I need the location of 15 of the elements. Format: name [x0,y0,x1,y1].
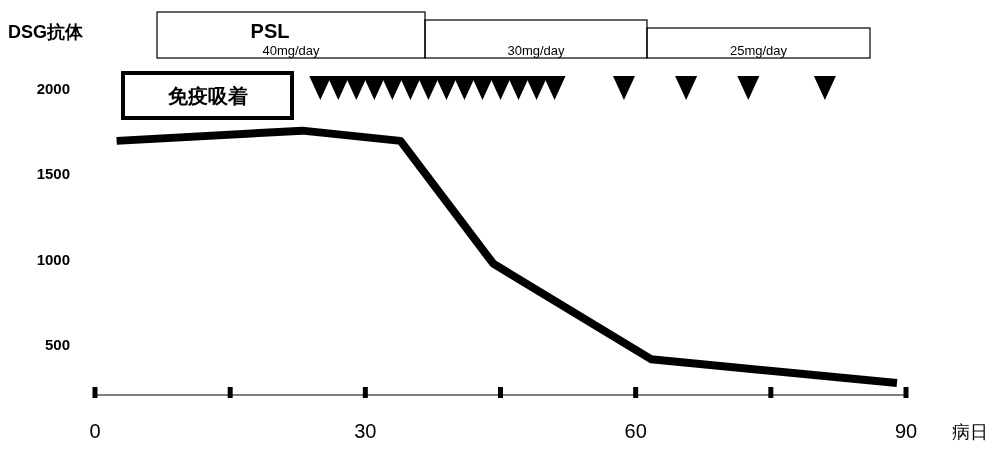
y-tick-label: 500 [44,335,70,353]
y-tick-label: 2000 [36,80,70,97]
x-tick-label: 30 [354,420,377,442]
x-tick-label: 60 [624,420,647,442]
x-tick-label: 0 [89,420,101,442]
annotation: 免疫吸着 [166,85,248,107]
x-tick-label: 90 [894,420,918,442]
text: 40mg/day [262,43,321,58]
y-tick-label: 1000 [36,250,70,268]
text: 25mg/day [729,43,788,58]
x-axis-title: 病日 [952,422,988,442]
y-axis-title: DSG抗体 [8,22,85,42]
text: 30mg/day [507,43,566,58]
y-tick-label: 1500 [36,165,70,183]
chart-title: PSL [250,20,290,42]
